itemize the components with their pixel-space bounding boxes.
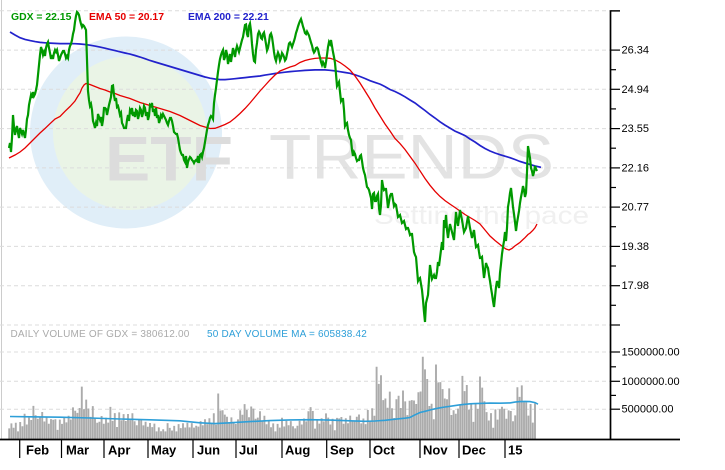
svg-text:Mar: Mar bbox=[66, 443, 89, 458]
svg-text:22.16: 22.16 bbox=[622, 162, 650, 174]
svg-text:Nov: Nov bbox=[423, 443, 448, 458]
svg-text:Sep: Sep bbox=[330, 443, 354, 458]
svg-text:20.77: 20.77 bbox=[622, 202, 650, 214]
svg-text:ETF: ETF bbox=[105, 125, 233, 195]
svg-text:Apr: Apr bbox=[108, 443, 130, 458]
svg-text:17.98: 17.98 bbox=[622, 280, 650, 292]
svg-text:500000.00: 500000.00 bbox=[622, 404, 674, 416]
svg-text:1000000.00: 1000000.00 bbox=[622, 376, 680, 388]
svg-text:19.38: 19.38 bbox=[622, 241, 650, 253]
svg-text:Dec: Dec bbox=[462, 443, 486, 458]
svg-text:Feb: Feb bbox=[26, 443, 49, 458]
svg-text:15: 15 bbox=[508, 443, 522, 458]
svg-text:GDX = 22.15: GDX = 22.15 bbox=[11, 12, 72, 23]
svg-text:EMA 200 = 22.21: EMA 200 = 22.21 bbox=[188, 12, 269, 23]
svg-text:May: May bbox=[151, 443, 177, 458]
svg-text:24.94: 24.94 bbox=[622, 84, 650, 96]
svg-text:Jul: Jul bbox=[239, 443, 258, 458]
svg-text:26.34: 26.34 bbox=[622, 45, 650, 57]
svg-text:Jun: Jun bbox=[197, 443, 220, 458]
svg-text:50 DAY VOLUME MA = 605838.42: 50 DAY VOLUME MA = 605838.42 bbox=[207, 329, 367, 340]
svg-text:Aug: Aug bbox=[285, 443, 310, 458]
svg-text:1500000.00: 1500000.00 bbox=[622, 347, 680, 359]
svg-text:EMA 50 = 20.17: EMA 50 = 20.17 bbox=[89, 12, 164, 23]
svg-text:23.55: 23.55 bbox=[622, 123, 650, 135]
svg-text:DAILY VOLUME OF GDX = 380612.0: DAILY VOLUME OF GDX = 380612.00 bbox=[11, 329, 190, 340]
svg-text:Oct: Oct bbox=[373, 443, 395, 458]
